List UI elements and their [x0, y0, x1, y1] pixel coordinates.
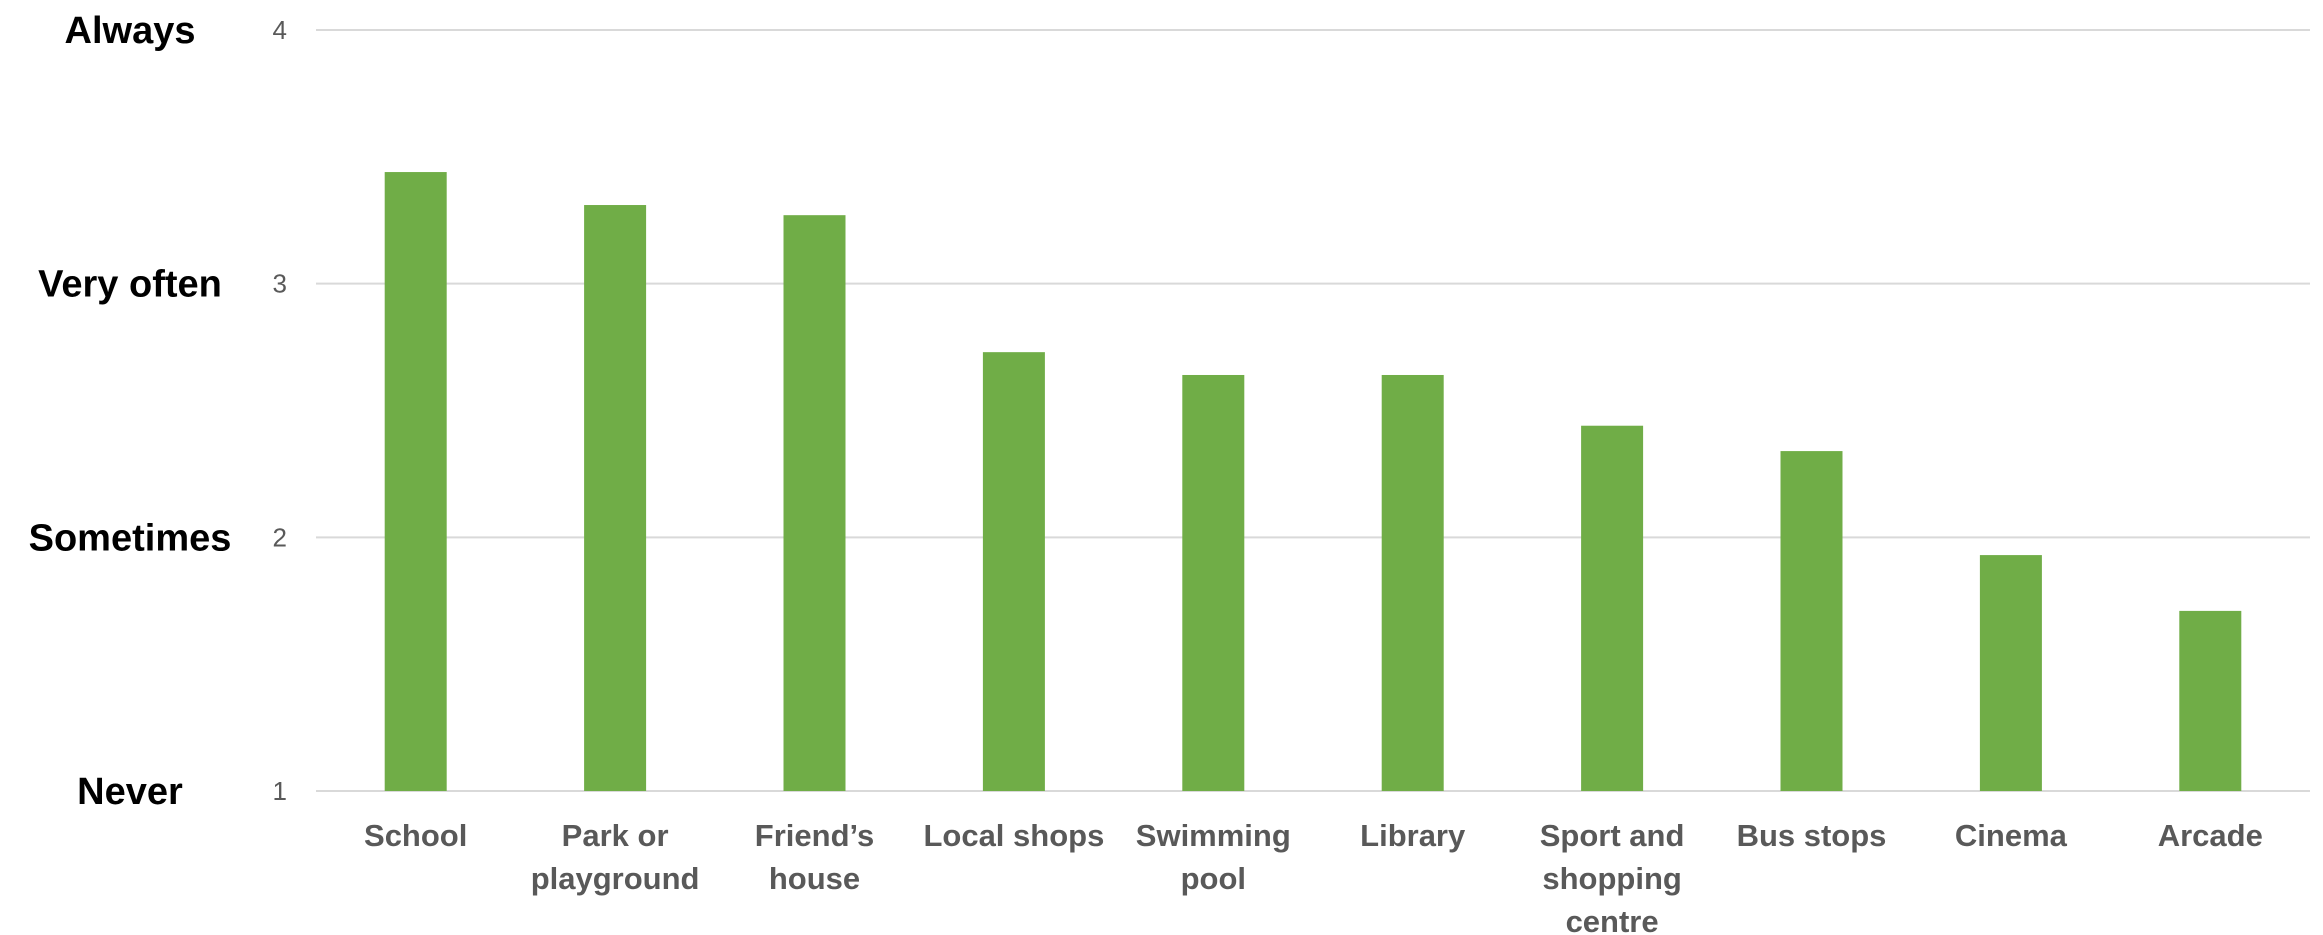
x-category-labels: School Park or playground Friend’s house Loca…	[364, 818, 2263, 935]
x-category-label: Friend’s house	[755, 818, 874, 896]
gridlines	[316, 29, 2310, 792]
y-tick-label: 1	[273, 776, 287, 806]
y-tick-label: 4	[273, 15, 287, 45]
bar	[1979, 555, 2042, 791]
x-category-label: Cinema	[1955, 818, 2068, 853]
bar	[584, 205, 647, 791]
x-category-label: Bus stops	[1737, 818, 1887, 853]
x-category-label: Swimming pool	[1136, 818, 1291, 896]
bars	[384, 172, 2242, 792]
x-category-label: Arcade	[2158, 818, 2263, 853]
x-category-label: School	[364, 818, 467, 853]
bar	[783, 215, 846, 792]
bar	[1182, 374, 1245, 791]
x-category-label: Local shops	[923, 818, 1104, 853]
bar	[2179, 610, 2242, 791]
x-category-label: Park or playground	[531, 818, 700, 896]
y-tick-label: 3	[273, 269, 287, 299]
y-tick-label: 2	[273, 522, 287, 552]
y-level-label: Never	[77, 771, 183, 813]
y-level-label: Sometimes	[29, 517, 232, 559]
bar	[1780, 451, 1843, 791]
y-level-label: Always	[65, 10, 196, 52]
bar	[384, 172, 447, 791]
y-level-labels: Always Very often Sometimes Never	[29, 10, 232, 813]
y-level-label: Very often	[38, 264, 222, 306]
x-category-label: Library	[1360, 818, 1466, 853]
bar	[982, 352, 1045, 791]
bar	[1381, 374, 1444, 791]
bar	[1581, 425, 1644, 791]
x-category-label: Sport and shopping centre	[1540, 818, 1685, 935]
y-tick-labels: 1 2 3 4	[273, 15, 287, 806]
